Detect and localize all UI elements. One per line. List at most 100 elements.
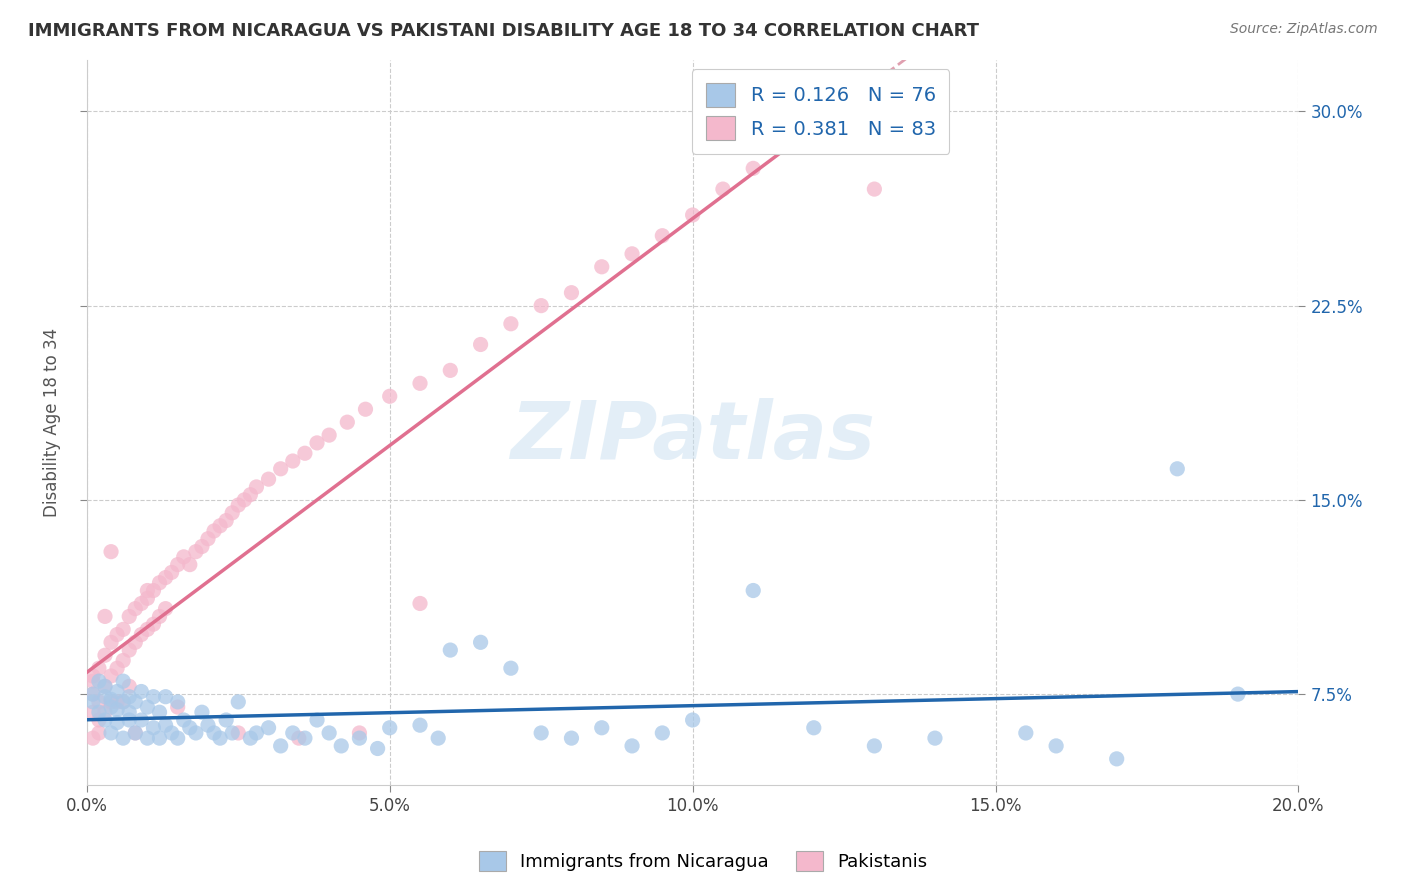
Point <box>1226 687 1249 701</box>
Legend: R = 0.126   N = 76, R = 0.381   N = 83: R = 0.126 N = 76, R = 0.381 N = 83 <box>692 70 949 153</box>
Point <box>803 721 825 735</box>
Point <box>179 721 201 735</box>
Point <box>142 583 165 598</box>
Point <box>136 700 159 714</box>
Point <box>118 690 141 704</box>
Point <box>349 731 371 746</box>
Point <box>155 570 177 584</box>
Point <box>136 623 159 637</box>
Point <box>82 669 104 683</box>
Point <box>184 544 207 558</box>
Point <box>124 601 146 615</box>
Point <box>94 690 117 704</box>
Point <box>148 575 170 590</box>
Point <box>173 549 195 564</box>
Point <box>924 731 946 746</box>
Point <box>742 161 765 176</box>
Point <box>112 731 135 746</box>
Point <box>118 609 141 624</box>
Point <box>148 731 170 746</box>
Point <box>318 726 340 740</box>
Point <box>621 247 644 261</box>
Point <box>439 363 461 377</box>
Point <box>270 739 292 753</box>
Point <box>105 627 128 641</box>
Point <box>591 260 613 274</box>
Point <box>173 713 195 727</box>
Point <box>94 679 117 693</box>
Point <box>94 705 117 719</box>
Point <box>202 524 225 538</box>
Point <box>682 713 704 727</box>
Point <box>148 705 170 719</box>
Point <box>124 726 146 740</box>
Point <box>409 718 432 732</box>
Point <box>118 713 141 727</box>
Point <box>166 700 188 714</box>
Point <box>87 705 110 719</box>
Point <box>349 726 371 740</box>
Point <box>378 389 401 403</box>
Point <box>591 721 613 735</box>
Point <box>105 703 128 717</box>
Point <box>330 739 353 753</box>
Point <box>105 684 128 698</box>
Point <box>221 506 243 520</box>
Point <box>166 695 188 709</box>
Point <box>270 462 292 476</box>
Point <box>82 674 104 689</box>
Point <box>239 488 262 502</box>
Point <box>179 558 201 572</box>
Point <box>100 700 122 714</box>
Point <box>155 690 177 704</box>
Point <box>94 648 117 663</box>
Point <box>409 376 432 391</box>
Point <box>651 726 673 740</box>
Point <box>560 731 582 746</box>
Point <box>94 679 117 693</box>
Point <box>112 695 135 709</box>
Point <box>281 454 304 468</box>
Point <box>82 705 104 719</box>
Point <box>166 731 188 746</box>
Y-axis label: Disability Age 18 to 34: Disability Age 18 to 34 <box>44 327 60 516</box>
Point <box>621 739 644 753</box>
Point <box>305 436 328 450</box>
Point <box>142 721 165 735</box>
Point <box>202 726 225 740</box>
Point <box>197 718 219 732</box>
Point <box>209 518 232 533</box>
Point <box>166 558 188 572</box>
Point <box>94 713 117 727</box>
Point <box>560 285 582 300</box>
Point <box>131 597 153 611</box>
Point <box>124 695 146 709</box>
Point <box>409 597 432 611</box>
Point <box>100 692 122 706</box>
Point <box>439 643 461 657</box>
Point <box>318 428 340 442</box>
Point <box>155 718 177 732</box>
Point <box>87 661 110 675</box>
Point <box>239 731 262 746</box>
Point <box>470 635 492 649</box>
Point <box>863 739 886 753</box>
Point <box>530 299 553 313</box>
Point <box>294 446 316 460</box>
Point <box>105 695 128 709</box>
Point <box>87 674 110 689</box>
Point <box>281 726 304 740</box>
Point <box>184 726 207 740</box>
Point <box>155 601 177 615</box>
Point <box>100 635 122 649</box>
Point <box>142 690 165 704</box>
Point <box>100 544 122 558</box>
Point <box>105 715 128 730</box>
Point <box>197 532 219 546</box>
Point <box>711 182 734 196</box>
Point <box>191 705 214 719</box>
Point <box>226 726 249 740</box>
Text: IMMIGRANTS FROM NICARAGUA VS PAKISTANI DISABILITY AGE 18 TO 34 CORRELATION CHART: IMMIGRANTS FROM NICARAGUA VS PAKISTANI D… <box>28 22 979 40</box>
Point <box>305 713 328 727</box>
Point <box>499 317 522 331</box>
